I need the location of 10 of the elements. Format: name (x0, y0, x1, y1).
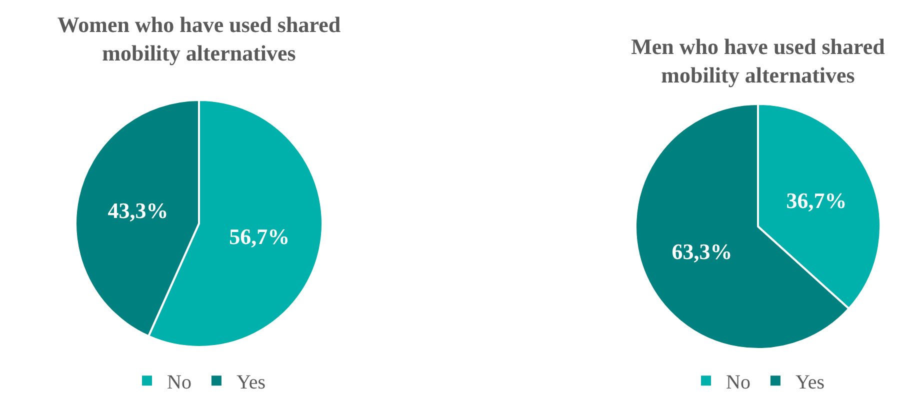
data-label: 36,7% (786, 188, 847, 214)
legend-label: No (726, 371, 750, 394)
legend-label: Yes (795, 371, 825, 394)
legend-label: Yes (236, 371, 266, 394)
data-label: 56,7% (229, 224, 290, 249)
legend-label: No (167, 371, 192, 394)
chart-title: Men who have used shared mobility alternatives (631, 34, 885, 88)
chart-title: Women who have used shared mobility alternatives (57, 12, 341, 66)
data-label: 63,3% (672, 238, 732, 264)
data-label: 43,3% (108, 198, 168, 223)
